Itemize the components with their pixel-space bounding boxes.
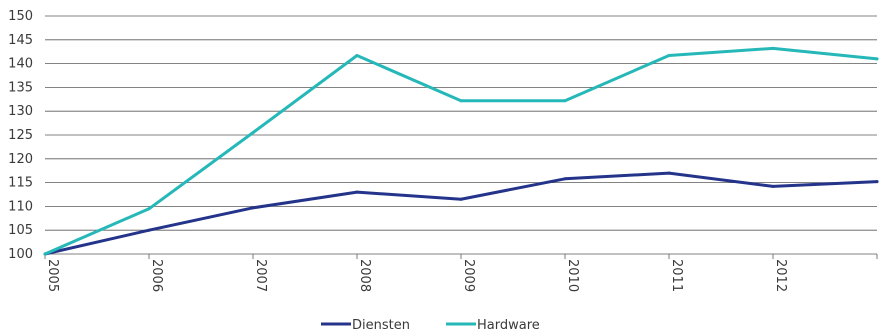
x-tick-label: 2013 <box>877 259 881 292</box>
y-tick-label: 125 <box>8 128 33 143</box>
x-tick-label: 2007 <box>253 259 268 292</box>
y-axis-ticks: 100 105 110 115 120 125 130 135 140 145 150 <box>8 9 33 262</box>
legend-label-diensten: Diensten <box>352 318 410 333</box>
data-point-diensten <box>148 229 151 232</box>
series-line-diensten <box>45 173 877 254</box>
y-tick-label: 140 <box>8 57 33 72</box>
data-point-hardware <box>356 54 359 57</box>
x-tick-label: 2005 <box>45 259 60 292</box>
y-tick-label: 110 <box>8 199 33 214</box>
x-tick-label: 2006 <box>149 259 164 292</box>
data-point-hardware <box>460 99 463 102</box>
y-tick-label: 130 <box>8 104 33 119</box>
y-tick-label: 100 <box>8 247 33 262</box>
data-point-diensten <box>460 198 463 201</box>
data-point-diensten <box>876 180 879 183</box>
x-tick-label: 2012 <box>773 259 788 292</box>
y-tick-label: 150 <box>8 9 33 24</box>
y-tick-label: 135 <box>8 80 33 95</box>
y-tick-label: 115 <box>8 176 33 191</box>
x-tick-label: 2009 <box>461 259 476 292</box>
y-tick-label: 120 <box>8 152 33 167</box>
series-lines <box>44 47 879 256</box>
x-axis-ticks: 2005 2006 2007 2008 2009 2010 2011 2012 2013 <box>45 254 881 292</box>
data-point-hardware <box>668 54 671 57</box>
series-line-hardware <box>45 48 877 254</box>
data-point-diensten <box>772 185 775 188</box>
data-point-diensten <box>564 177 567 180</box>
gridlines <box>45 16 877 254</box>
data-point-hardware <box>564 99 567 102</box>
y-tick-label: 105 <box>8 223 33 238</box>
legend: Diensten Hardware <box>321 318 540 333</box>
data-point-diensten <box>252 206 255 209</box>
data-point-hardware <box>44 253 47 256</box>
data-point-diensten <box>356 191 359 194</box>
data-point-hardware <box>772 47 775 50</box>
data-point-hardware <box>876 57 879 60</box>
legend-label-hardware: Hardware <box>477 318 540 333</box>
y-tick-label: 145 <box>8 33 33 48</box>
data-point-diensten <box>668 172 671 175</box>
data-point-hardware <box>252 131 255 134</box>
x-tick-label: 2010 <box>565 259 580 292</box>
x-tick-label: 2011 <box>669 259 684 292</box>
data-point-hardware <box>148 207 151 210</box>
x-tick-label: 2008 <box>357 259 372 292</box>
